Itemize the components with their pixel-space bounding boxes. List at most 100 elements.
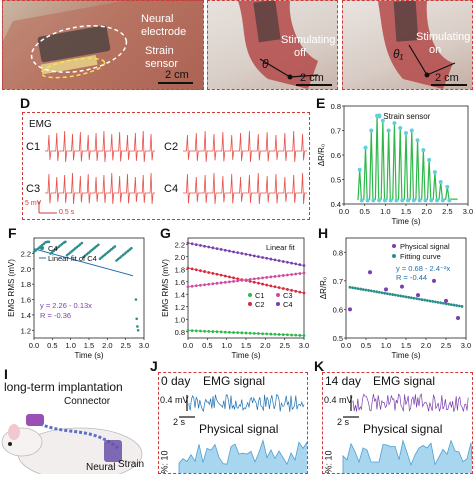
fit-equation-f: y = 2.26 - 0.13x [40,301,92,310]
series-c1-point [194,329,198,333]
x-tick-label: 0.5 [47,341,57,350]
series-c3-point [199,283,202,287]
y-tick-label: 0.7 [331,127,341,136]
electrode-array [37,25,111,63]
series-c2-point [294,289,298,293]
panel-j-ylabel: %: 10 [159,450,170,474]
label-stimulating-b: Stimulating [281,34,336,46]
series-c2-point [190,267,194,271]
valley-point [440,198,445,203]
physical-signal-point [416,293,420,298]
fit-curve-point [396,294,400,297]
series-c4-point [240,252,244,255]
valley-point [423,198,428,203]
panel-i-title: long-term implantation [4,380,123,394]
series-c3-point [240,278,244,282]
series-c4-point [290,261,293,265]
fit-curve-point [372,289,376,293]
panel-k-signals [342,393,472,473]
fit-curve-point [425,299,429,302]
peak-point [392,121,397,126]
label-strain: Strain [145,45,174,57]
series-c1-point [302,334,306,337]
series-c3-point [294,272,298,276]
label-connector: Connector [64,396,111,407]
series-c2-point [199,269,202,273]
x-tick-label: 1.5 [84,341,94,350]
series-c2-point [232,276,235,280]
series-c4-point [207,245,211,249]
series-c1-point [294,333,298,337]
fit-curve-point [441,301,445,305]
series-c1-point [240,331,244,335]
x-tick-label: 1.0 [221,341,231,350]
valley-point [411,198,416,203]
channel-c3: C3 [26,183,41,195]
c4-point [47,240,51,244]
series-c3-point [273,275,277,278]
series-c3-point [236,279,240,283]
series-c1-point [232,331,235,334]
series-c3-point [261,276,264,280]
fit-r-f: R = -0.36 [40,311,71,320]
fit-curve-point [449,303,453,307]
series-c3-point [281,274,285,277]
chart-g: 0.8 1.0 1.2 1.4 1.6 1.8 2.0 2.2 0.0 0.5 1.0 1.5 2.0 2… [161,237,309,360]
y-tick-label: 0.8 [333,248,343,257]
series-c3-point [219,281,223,285]
series-c2-point [223,274,227,278]
physical-signal-area [342,439,472,473]
x-tick-label: 1.5 [401,341,411,350]
panel-j-physical: Physical signal [199,422,279,436]
peak-point [427,157,432,162]
panel-j-emg: EMG signal [203,374,266,388]
series-c1-point [203,329,206,333]
series-c1-point [244,331,248,335]
fit-curve-point [367,289,371,292]
series-c1-point [252,331,256,335]
photo-a-art [3,1,203,89]
y-axis-label: EMG RMS (mV) [7,259,16,317]
x-tick-label: 1.0 [65,341,75,350]
fit-curve-point [393,293,397,297]
y-tick-label: 0.5 [331,176,341,185]
peak-point [421,148,426,153]
x-axis-label: Time (s) [74,351,103,360]
panel-k-day: 14 day [325,374,362,388]
fit-curve-point [383,291,387,295]
series-c1-point [199,329,202,333]
strain-sensor-strip [40,54,98,75]
angle-c: θ₁ [393,47,404,61]
peak-point [357,167,362,172]
legend-marker-g [276,302,280,306]
series-c2-point [290,288,293,292]
fit-curve-point [388,292,392,296]
series-c3-point [265,276,269,279]
valley-point [417,198,422,203]
series-c4-point [190,242,194,246]
series-c4-point [236,251,240,255]
y-tick-label: 1.0 [175,315,185,324]
fit-curve-point [455,304,459,307]
fit-curve-point [460,305,464,308]
legend-label-c4: C4 [48,244,58,253]
x-tick-label: 3.0 [299,341,309,350]
fit-r-h: R = -0.44 [396,273,427,282]
series-c2-point [257,281,260,285]
physical-signal-point [400,284,404,289]
x-axis-label: Time (s) [231,351,260,360]
series-c4-point [281,260,285,263]
y-tick-label: 0.7 [333,277,343,286]
fit-curve-point [407,295,411,299]
scale-c: 2 cm [435,72,459,84]
y-tick-label: 1.2 [175,303,185,312]
scale-a: 2 cm [165,69,189,81]
series-c2-point [219,273,223,277]
series-c2-point [211,271,215,275]
y-tick-label: 0.6 [331,151,341,160]
series-c4-point [244,252,248,256]
valley-point [435,198,439,203]
x-tick-label: 2.0 [260,341,270,350]
panel-k-physical: Physical signal [363,422,443,436]
label-stimulating-c: Stimulating [416,31,471,43]
